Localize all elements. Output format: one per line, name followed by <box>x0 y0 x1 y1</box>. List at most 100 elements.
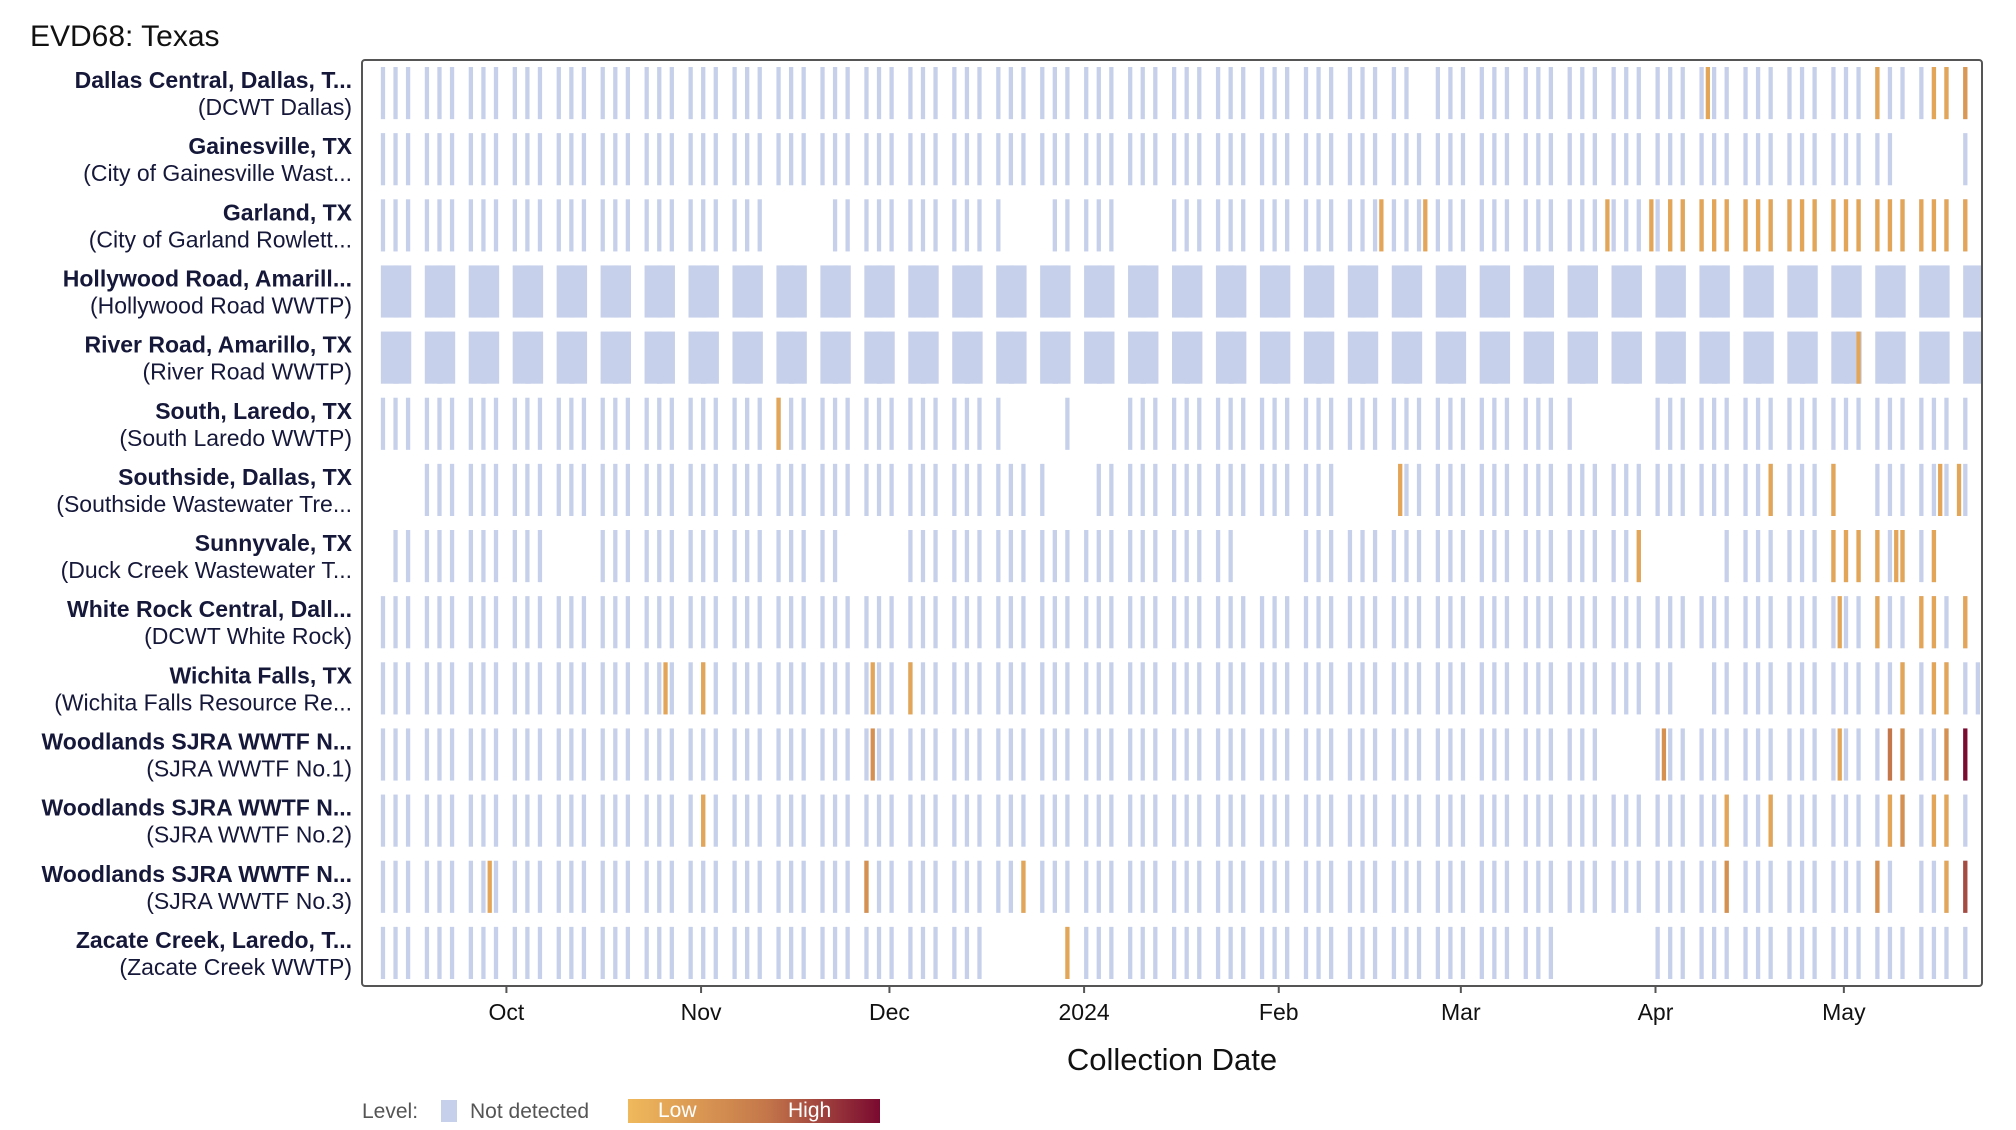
sample-cell <box>1140 331 1159 384</box>
sample-cell <box>1536 596 1541 649</box>
sample-cell <box>613 397 618 450</box>
detection-cell <box>1963 860 1968 913</box>
sample-cell <box>1021 662 1026 715</box>
sample-cell <box>613 463 618 516</box>
sample-cell <box>701 397 706 450</box>
sample-cell <box>1360 860 1365 913</box>
legend-not-detected-label: Not detected <box>470 1100 589 1123</box>
sample-cell <box>845 728 850 781</box>
sample-cell <box>1128 926 1133 979</box>
sample-cell <box>1799 596 1805 649</box>
sample-cell <box>1215 67 1221 120</box>
sample-cell <box>1624 265 1642 318</box>
sample-cell <box>1215 926 1221 979</box>
sample-cell <box>512 530 517 583</box>
sample-cell <box>1052 67 1057 120</box>
sample-cell <box>1536 265 1555 318</box>
sample-cell <box>525 530 530 583</box>
sample-cell <box>1799 397 1805 450</box>
sample-cell <box>537 133 543 186</box>
sample-cell <box>776 67 781 120</box>
sample-cell <box>1272 860 1277 913</box>
sample-cell <box>788 728 794 781</box>
sample-cell <box>952 397 957 450</box>
sample-cell <box>1743 530 1748 583</box>
sample-cell <box>1875 926 1880 979</box>
sample-cell <box>512 199 517 252</box>
sample-cell <box>537 67 543 120</box>
sample-cell <box>732 530 737 583</box>
sample-cell <box>1404 67 1409 120</box>
sample-cell <box>1755 331 1774 384</box>
sample-cell <box>644 926 649 979</box>
sample-cell <box>920 860 926 913</box>
site-plant-label: (Duck Creek Wastewater T... <box>61 557 352 583</box>
sample-cell <box>713 397 718 450</box>
sample-cell <box>864 794 869 847</box>
sample-cell <box>1285 67 1290 120</box>
sample-cell <box>1611 860 1616 913</box>
sample-cell <box>701 265 719 318</box>
sample-cell <box>405 794 411 847</box>
sample-cell <box>996 860 1001 913</box>
sample-cell <box>1523 199 1528 252</box>
detection-cell <box>1900 794 1905 847</box>
sample-cell <box>745 530 750 583</box>
sample-cell <box>405 397 411 450</box>
sample-cell <box>1416 662 1422 715</box>
sample-cell <box>512 794 517 847</box>
sample-cell <box>600 463 605 516</box>
sample-cell <box>1228 596 1233 649</box>
sample-cell <box>1724 133 1729 186</box>
sample-cell <box>525 133 530 186</box>
site-name-label: Woodlands SJRA WWTF N... <box>42 729 352 755</box>
sample-cell <box>1140 67 1145 120</box>
sample-cell <box>876 596 882 649</box>
sample-cell <box>1887 397 1893 450</box>
sample-cell <box>1592 728 1597 781</box>
sample-cell <box>864 662 869 715</box>
detection-cell <box>1021 860 1026 913</box>
sample-cell <box>1052 199 1057 252</box>
sample-cell <box>449 199 455 252</box>
sample-cell <box>1699 794 1704 847</box>
sample-cell <box>920 133 926 186</box>
sample-cell <box>1040 133 1045 186</box>
sample-cell <box>1523 596 1528 649</box>
sample-cell <box>1008 662 1014 715</box>
sample-cell <box>424 199 430 252</box>
sample-cell <box>1504 530 1510 583</box>
sample-cell <box>1109 728 1114 781</box>
sample-cell <box>1699 860 1704 913</box>
sample-cell <box>468 860 474 913</box>
sample-cell <box>1448 67 1453 120</box>
sample-cell <box>1699 926 1704 979</box>
sample-cell <box>1084 199 1089 252</box>
sample-cell <box>996 199 1001 252</box>
sample-cell <box>380 596 386 649</box>
sample-cell <box>876 860 882 913</box>
sample-cell <box>788 397 794 450</box>
sample-cell <box>1316 133 1321 186</box>
sample-cell <box>1215 860 1221 913</box>
site-name-label: South, Laredo, TX <box>155 398 352 424</box>
sample-cell <box>625 133 630 186</box>
sample-cell <box>1259 860 1265 913</box>
sample-cell <box>1523 397 1528 450</box>
sample-cell <box>1153 926 1158 979</box>
sample-cell <box>1680 794 1685 847</box>
sample-cell <box>1887 530 1893 583</box>
sample-cell <box>569 463 574 516</box>
sample-cell <box>776 728 781 781</box>
sample-cell <box>776 530 781 583</box>
sample-cell <box>1787 794 1792 847</box>
sample-cell <box>820 67 825 120</box>
sample-cell <box>1504 662 1510 715</box>
sample-cell <box>468 662 474 715</box>
sample-cell <box>1228 530 1233 583</box>
sample-cell <box>964 265 983 318</box>
sample-cell <box>1259 463 1265 516</box>
sample-cell <box>1712 662 1717 715</box>
sample-cell <box>1360 265 1379 318</box>
sample-cell <box>493 397 499 450</box>
